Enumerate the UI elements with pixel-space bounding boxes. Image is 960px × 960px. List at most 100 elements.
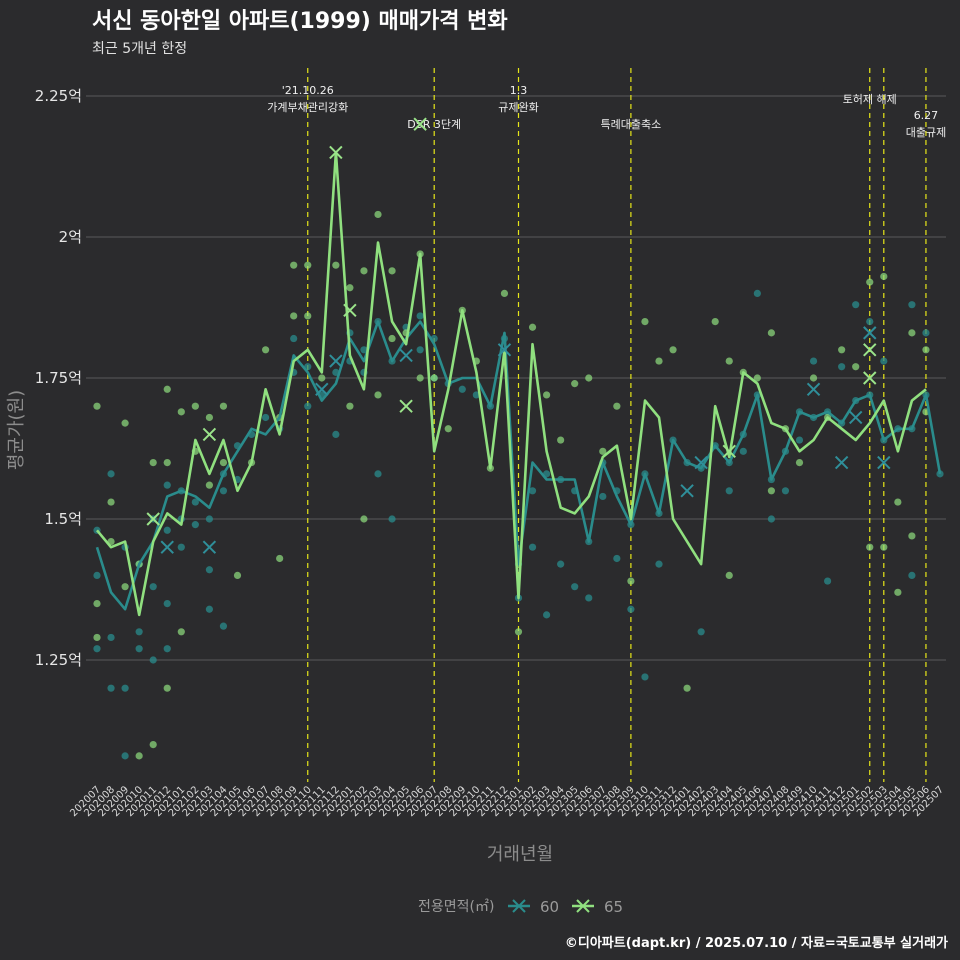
scatter-point-60 bbox=[528, 487, 537, 495]
scatter-point-65 bbox=[290, 261, 298, 269]
x-marker-60 bbox=[497, 343, 512, 357]
x-marker-65 bbox=[202, 427, 217, 442]
x-marker-60 bbox=[834, 455, 849, 470]
scatter-point-60 bbox=[725, 487, 733, 495]
scatter-point-60 bbox=[852, 301, 860, 309]
x-marker-65 bbox=[343, 303, 357, 318]
scatter-point-65 bbox=[613, 402, 621, 410]
scatter-point-65 bbox=[880, 272, 888, 281]
scatter-point-65 bbox=[304, 261, 312, 269]
x-marker-60 bbox=[680, 484, 694, 498]
legend-label: 60 bbox=[540, 898, 559, 916]
event-label: 6.27 bbox=[914, 109, 939, 122]
event-label: 대출규제 bbox=[906, 126, 946, 139]
scatter-point-60 bbox=[585, 594, 593, 602]
x-marker-60 bbox=[848, 410, 863, 425]
event-label: DSR 3단계 bbox=[407, 118, 461, 131]
scatter-point-65 bbox=[571, 380, 579, 388]
scatter-point-65 bbox=[107, 498, 115, 506]
scatter-point-65 bbox=[276, 554, 284, 563]
y-tick-label: 2.25억 bbox=[35, 87, 82, 105]
scatter-point-60 bbox=[809, 357, 818, 365]
scatter-point-60 bbox=[205, 605, 213, 613]
scatter-point-65 bbox=[374, 391, 382, 399]
scatter-point-60 bbox=[641, 673, 649, 681]
scatter-point-65 bbox=[177, 628, 185, 636]
x-marker-65 bbox=[863, 343, 877, 357]
scatter-point-65 bbox=[767, 329, 776, 337]
scatter-point-60 bbox=[205, 515, 213, 523]
chart-caption: ©디아파트(dapt.kr) / 2025.07.10 / 자료=국토교통부 실… bbox=[565, 935, 948, 951]
scatter-point-65 bbox=[346, 284, 354, 292]
scatter-point-65 bbox=[163, 684, 171, 692]
scatter-point-60 bbox=[262, 413, 270, 422]
scatter-point-60 bbox=[824, 577, 832, 585]
event-label: '21.10.26 bbox=[282, 84, 334, 97]
legend-items: 60 65 bbox=[508, 898, 623, 916]
scatter-point-60 bbox=[163, 526, 171, 534]
scatter-point-60 bbox=[149, 583, 157, 591]
scatter-point-65 bbox=[894, 588, 902, 596]
scatter-point-65 bbox=[809, 374, 818, 382]
x-markers bbox=[146, 117, 891, 554]
x-axis-ticks: 2020072020082020092020102020112020122021… bbox=[68, 784, 946, 819]
scatter-point-65 bbox=[318, 374, 326, 382]
scatter-point-65 bbox=[655, 357, 663, 365]
scatter-point-60 bbox=[571, 583, 579, 591]
x-marker-65 bbox=[399, 399, 413, 413]
scatter-point-65 bbox=[360, 515, 368, 523]
scatter-point-65 bbox=[725, 571, 733, 580]
series-line-60 bbox=[95, 320, 942, 611]
scatter-point-60 bbox=[655, 560, 663, 568]
scatter-point-60 bbox=[219, 622, 228, 630]
scatter-point-60 bbox=[107, 633, 115, 642]
scatter-point-65 bbox=[908, 532, 916, 540]
scatter-point-65 bbox=[304, 312, 312, 320]
scatter-point-65 bbox=[121, 419, 129, 427]
scatter-point-60 bbox=[191, 521, 199, 529]
scatter-point-60 bbox=[753, 289, 761, 297]
scatter-point-60 bbox=[838, 363, 846, 371]
scatter-point-65 bbox=[585, 374, 593, 382]
x-marker-65 bbox=[863, 371, 877, 385]
scatter-point-60 bbox=[163, 481, 171, 489]
x-marker-65 bbox=[146, 512, 160, 526]
x-marker-60 bbox=[315, 382, 329, 396]
scatter-point-60 bbox=[107, 470, 115, 478]
scatter-point-60 bbox=[416, 346, 424, 354]
scatter-point-60 bbox=[908, 301, 916, 309]
x-marker-60 bbox=[160, 540, 174, 554]
scatter-point-65 bbox=[149, 741, 157, 749]
scatter-point-65 bbox=[121, 583, 129, 591]
scatter-point-65 bbox=[444, 425, 452, 433]
scatter-point-65 bbox=[163, 385, 171, 393]
scatter-point-65 bbox=[683, 684, 691, 692]
x-marker-60 bbox=[877, 455, 891, 470]
scatter-point-60 bbox=[557, 560, 565, 568]
x-marker-60 bbox=[863, 326, 877, 340]
scatter-point-65 bbox=[557, 436, 565, 444]
scatter-point-60 bbox=[627, 605, 635, 613]
event-label: 가계부채관리강화 bbox=[267, 101, 348, 114]
y-axis-label: 평균가(원) bbox=[6, 390, 27, 470]
scatter-point-60 bbox=[121, 684, 129, 692]
x-marker-60 bbox=[329, 354, 343, 368]
scatter-point-60 bbox=[107, 684, 115, 692]
scatter-point-65 bbox=[205, 481, 213, 489]
scatter-point-65 bbox=[627, 577, 635, 585]
scatter-point-65 bbox=[922, 346, 930, 354]
scatter-point-60 bbox=[880, 357, 888, 365]
scatter-point-65 bbox=[641, 318, 649, 326]
scatter-point-65 bbox=[599, 447, 607, 455]
scatter-point-65 bbox=[388, 334, 396, 343]
y-tick-label: 1.5억 bbox=[44, 510, 82, 528]
x-marker-60 bbox=[694, 455, 708, 470]
scatter-point-65 bbox=[163, 459, 171, 467]
scatter-point-65 bbox=[711, 318, 719, 326]
scatter-point-65 bbox=[177, 408, 185, 416]
scatter-point-65 bbox=[866, 543, 874, 551]
x-marker-65 bbox=[722, 444, 736, 459]
scatter-point-60 bbox=[416, 312, 424, 320]
scatter-point-65 bbox=[880, 543, 888, 551]
